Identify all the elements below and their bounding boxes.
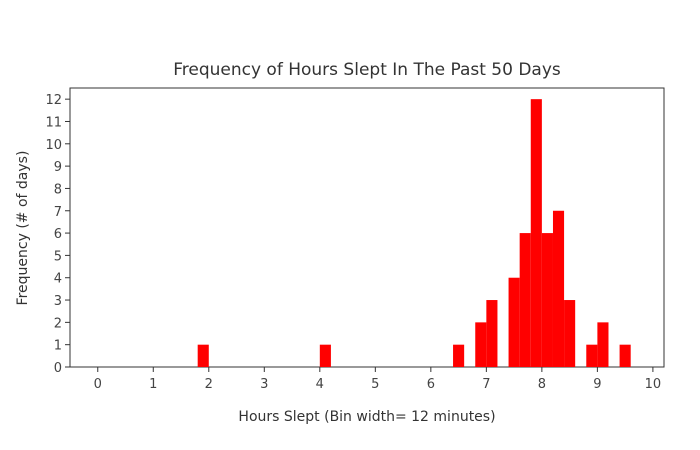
y-tick-label: 7 <box>54 205 62 220</box>
histogram-bar-11 <box>586 344 598 367</box>
x-tick-label: 3 <box>260 377 268 392</box>
y-tick-label: 1 <box>54 339 62 354</box>
y-axis-label: Frequency (# of days) <box>15 151 31 306</box>
histogram-bar-0 <box>197 344 209 367</box>
y-tick-label: 2 <box>54 316 62 331</box>
bars-group <box>197 99 631 367</box>
x-tick-label: 6 <box>427 377 435 392</box>
chart-title: Frequency of Hours Slept In The Past 50 … <box>173 60 561 80</box>
x-tick-label: 8 <box>538 377 546 392</box>
y-tick-label: 0 <box>54 361 62 376</box>
histogram-bar-1 <box>319 344 331 367</box>
x-tick-label: 7 <box>482 377 490 392</box>
histogram-bar-9 <box>552 210 565 367</box>
x-tick-label: 1 <box>149 377 157 392</box>
y-tick-label: 9 <box>54 160 62 175</box>
x-tick-label: 5 <box>371 377 379 392</box>
y-tick-label: 11 <box>45 115 62 130</box>
histogram-bar-2 <box>453 344 465 367</box>
y-tick-label: 5 <box>54 249 62 264</box>
y-tick-label: 4 <box>54 272 62 287</box>
histogram-bar-12 <box>597 322 609 367</box>
histogram-bar-7 <box>530 99 542 367</box>
y-tick-label: 8 <box>54 182 62 197</box>
x-axis-ticks: 0 1 2 3 4 5 6 7 8 9 10 <box>94 367 662 392</box>
x-tick-label: 0 <box>94 377 102 392</box>
x-tick-label: 2 <box>205 377 213 392</box>
y-tick-label: 10 <box>45 138 62 153</box>
x-tick-label: 9 <box>593 377 601 392</box>
histogram-bar-4 <box>486 300 498 367</box>
x-axis-label: Hours Slept (Bin width= 12 minutes) <box>238 409 495 425</box>
histogram-bar-13 <box>619 344 631 367</box>
y-tick-label: 12 <box>45 93 62 108</box>
y-tick-label: 6 <box>54 227 62 242</box>
histogram-bar-8 <box>541 233 553 367</box>
x-tick-label: 10 <box>645 377 662 392</box>
histogram-bar-10 <box>564 300 576 367</box>
histogram-bar-5 <box>508 277 520 367</box>
x-tick-label: 4 <box>316 377 324 392</box>
plot-frame <box>69 87 665 368</box>
y-tick-label: 3 <box>54 294 62 309</box>
histogram-bar-6 <box>519 233 531 367</box>
histogram-bar-3 <box>475 322 487 367</box>
